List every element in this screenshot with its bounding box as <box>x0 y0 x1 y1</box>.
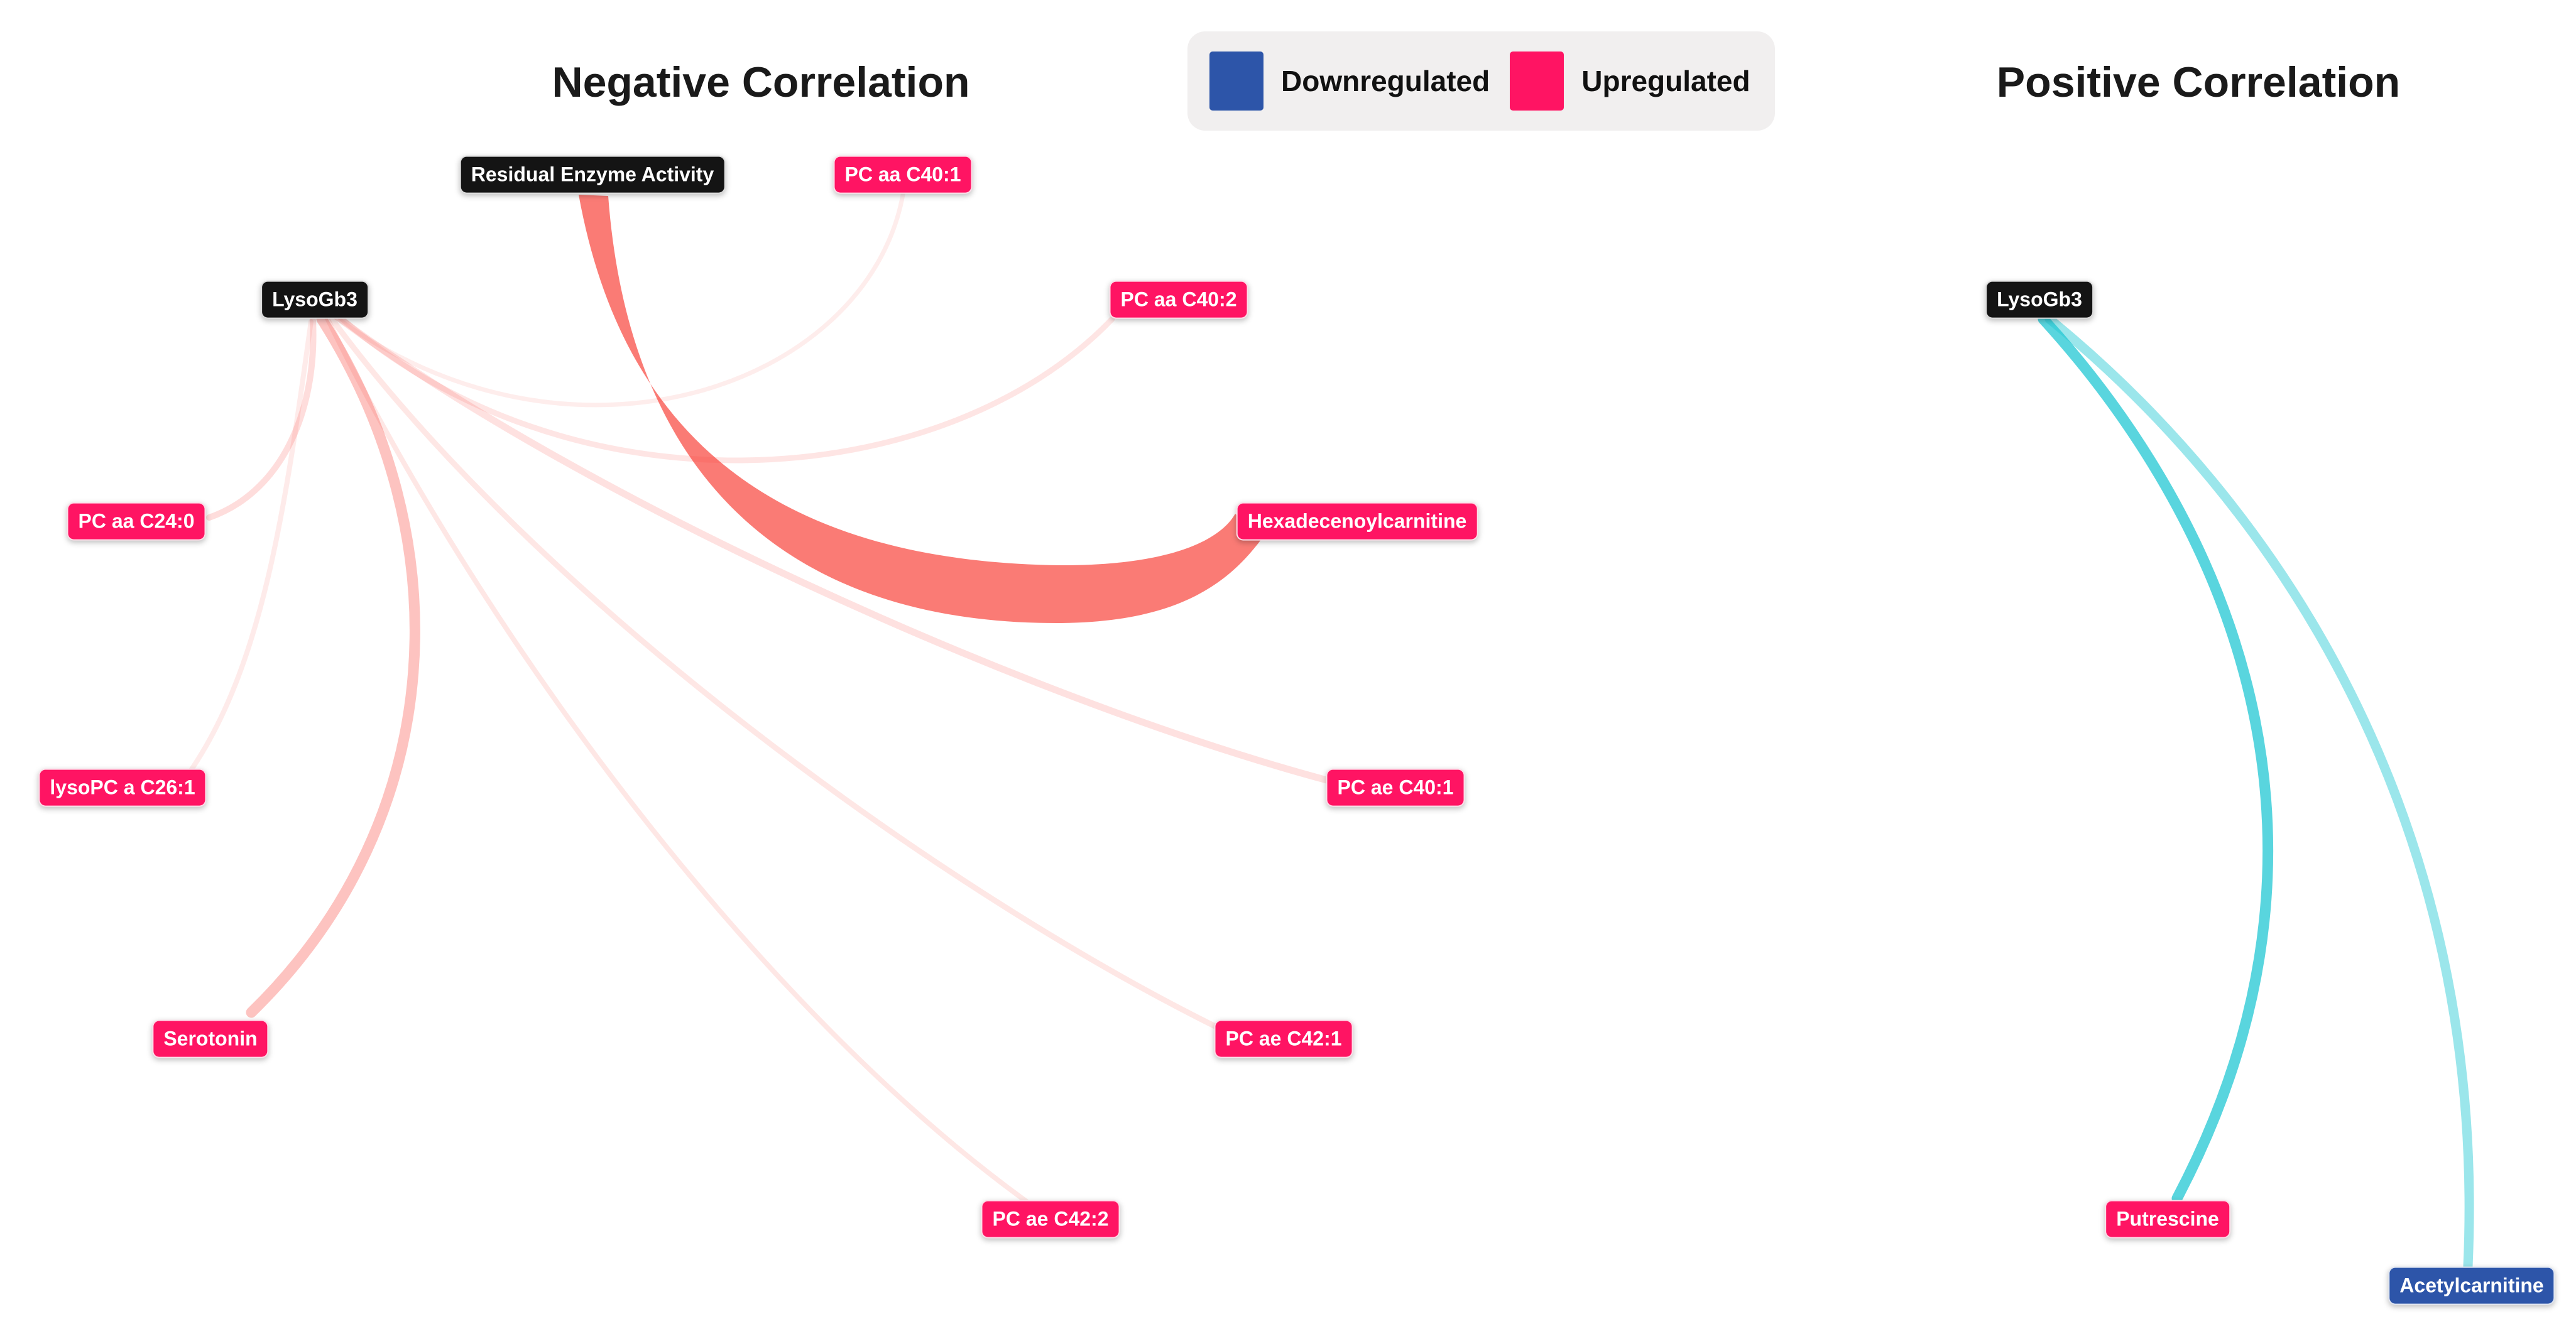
downregulated-swatch <box>1209 52 1263 111</box>
legend: Downregulated Upregulated <box>1187 31 1775 131</box>
node-label-hexadecenoylcarnitine: Hexadecenoylcarnitine <box>1236 502 1478 541</box>
legend-item-downregulated: Downregulated <box>1209 52 1490 111</box>
edge-residual-enzyme-activity--hexadecenoylcarnitine <box>579 195 1262 624</box>
node-label-acetylcarnitine: Acetylcarnitine <box>2388 1266 2555 1305</box>
legend-label-upregulated: Upregulated <box>1581 65 1750 97</box>
edge-lysogb3-neg--pc-aa-c24-0 <box>206 317 317 521</box>
node-label-pc-ae-c42-2: PC ae C42:2 <box>981 1200 1120 1239</box>
node-label-pc-ae-c42-1: PC ae C42:1 <box>1214 1019 1353 1058</box>
node-label-pc-ae-c40-1: PC ae C40:1 <box>1326 768 1465 807</box>
edge-lysogb3-neg--pc-ae-c40-1 <box>328 309 1333 784</box>
edge-lysogb3-pos--acetylcarnitine <box>2044 314 2474 1271</box>
node-label-pc-aa-c24-0: PC aa C24:0 <box>67 502 206 541</box>
node-label-residual-enzyme-activity: Residual Enzyme Activity <box>459 155 726 194</box>
node-label-pc-aa-c40-2: PC aa C40:2 <box>1109 280 1248 319</box>
edge-lysogb3-pos--putrescine <box>2038 313 2274 1204</box>
node-label-putrescine: Putrescine <box>2105 1200 2230 1239</box>
upregulated-swatch <box>1510 52 1564 111</box>
node-label-serotonin: Serotonin <box>152 1019 269 1058</box>
positive-correlation-title: Positive Correlation <box>1996 58 2401 106</box>
edge-lysogb3-neg--pc-aa-c40-2 <box>330 308 1115 464</box>
edge-lysogb3-neg--pc-aa-c40-1 <box>329 192 905 408</box>
edge-lysogb3-neg--serotonin <box>246 313 420 1018</box>
node-label-lysopc-a-c26-1: lysoPC a C26:1 <box>38 768 207 807</box>
node-label-lysogb3-pos: LysoGb3 <box>1985 280 2093 319</box>
edge-lysogb3-neg--lysopc-a-c26-1 <box>186 319 314 776</box>
edge-lysogb3-neg--pc-ae-c42-1 <box>326 312 1223 1032</box>
node-label-lysogb3-neg: LysoGb3 <box>261 280 369 319</box>
legend-label-downregulated: Downregulated <box>1281 65 1490 97</box>
node-label-pc-aa-c40-1: PC aa C40:1 <box>833 155 973 194</box>
edge-lysogb3-neg--pc-ae-c42-2 <box>324 315 1032 1206</box>
negative-correlation-title: Negative Correlation <box>552 58 970 106</box>
legend-item-upregulated: Upregulated <box>1510 52 1750 111</box>
